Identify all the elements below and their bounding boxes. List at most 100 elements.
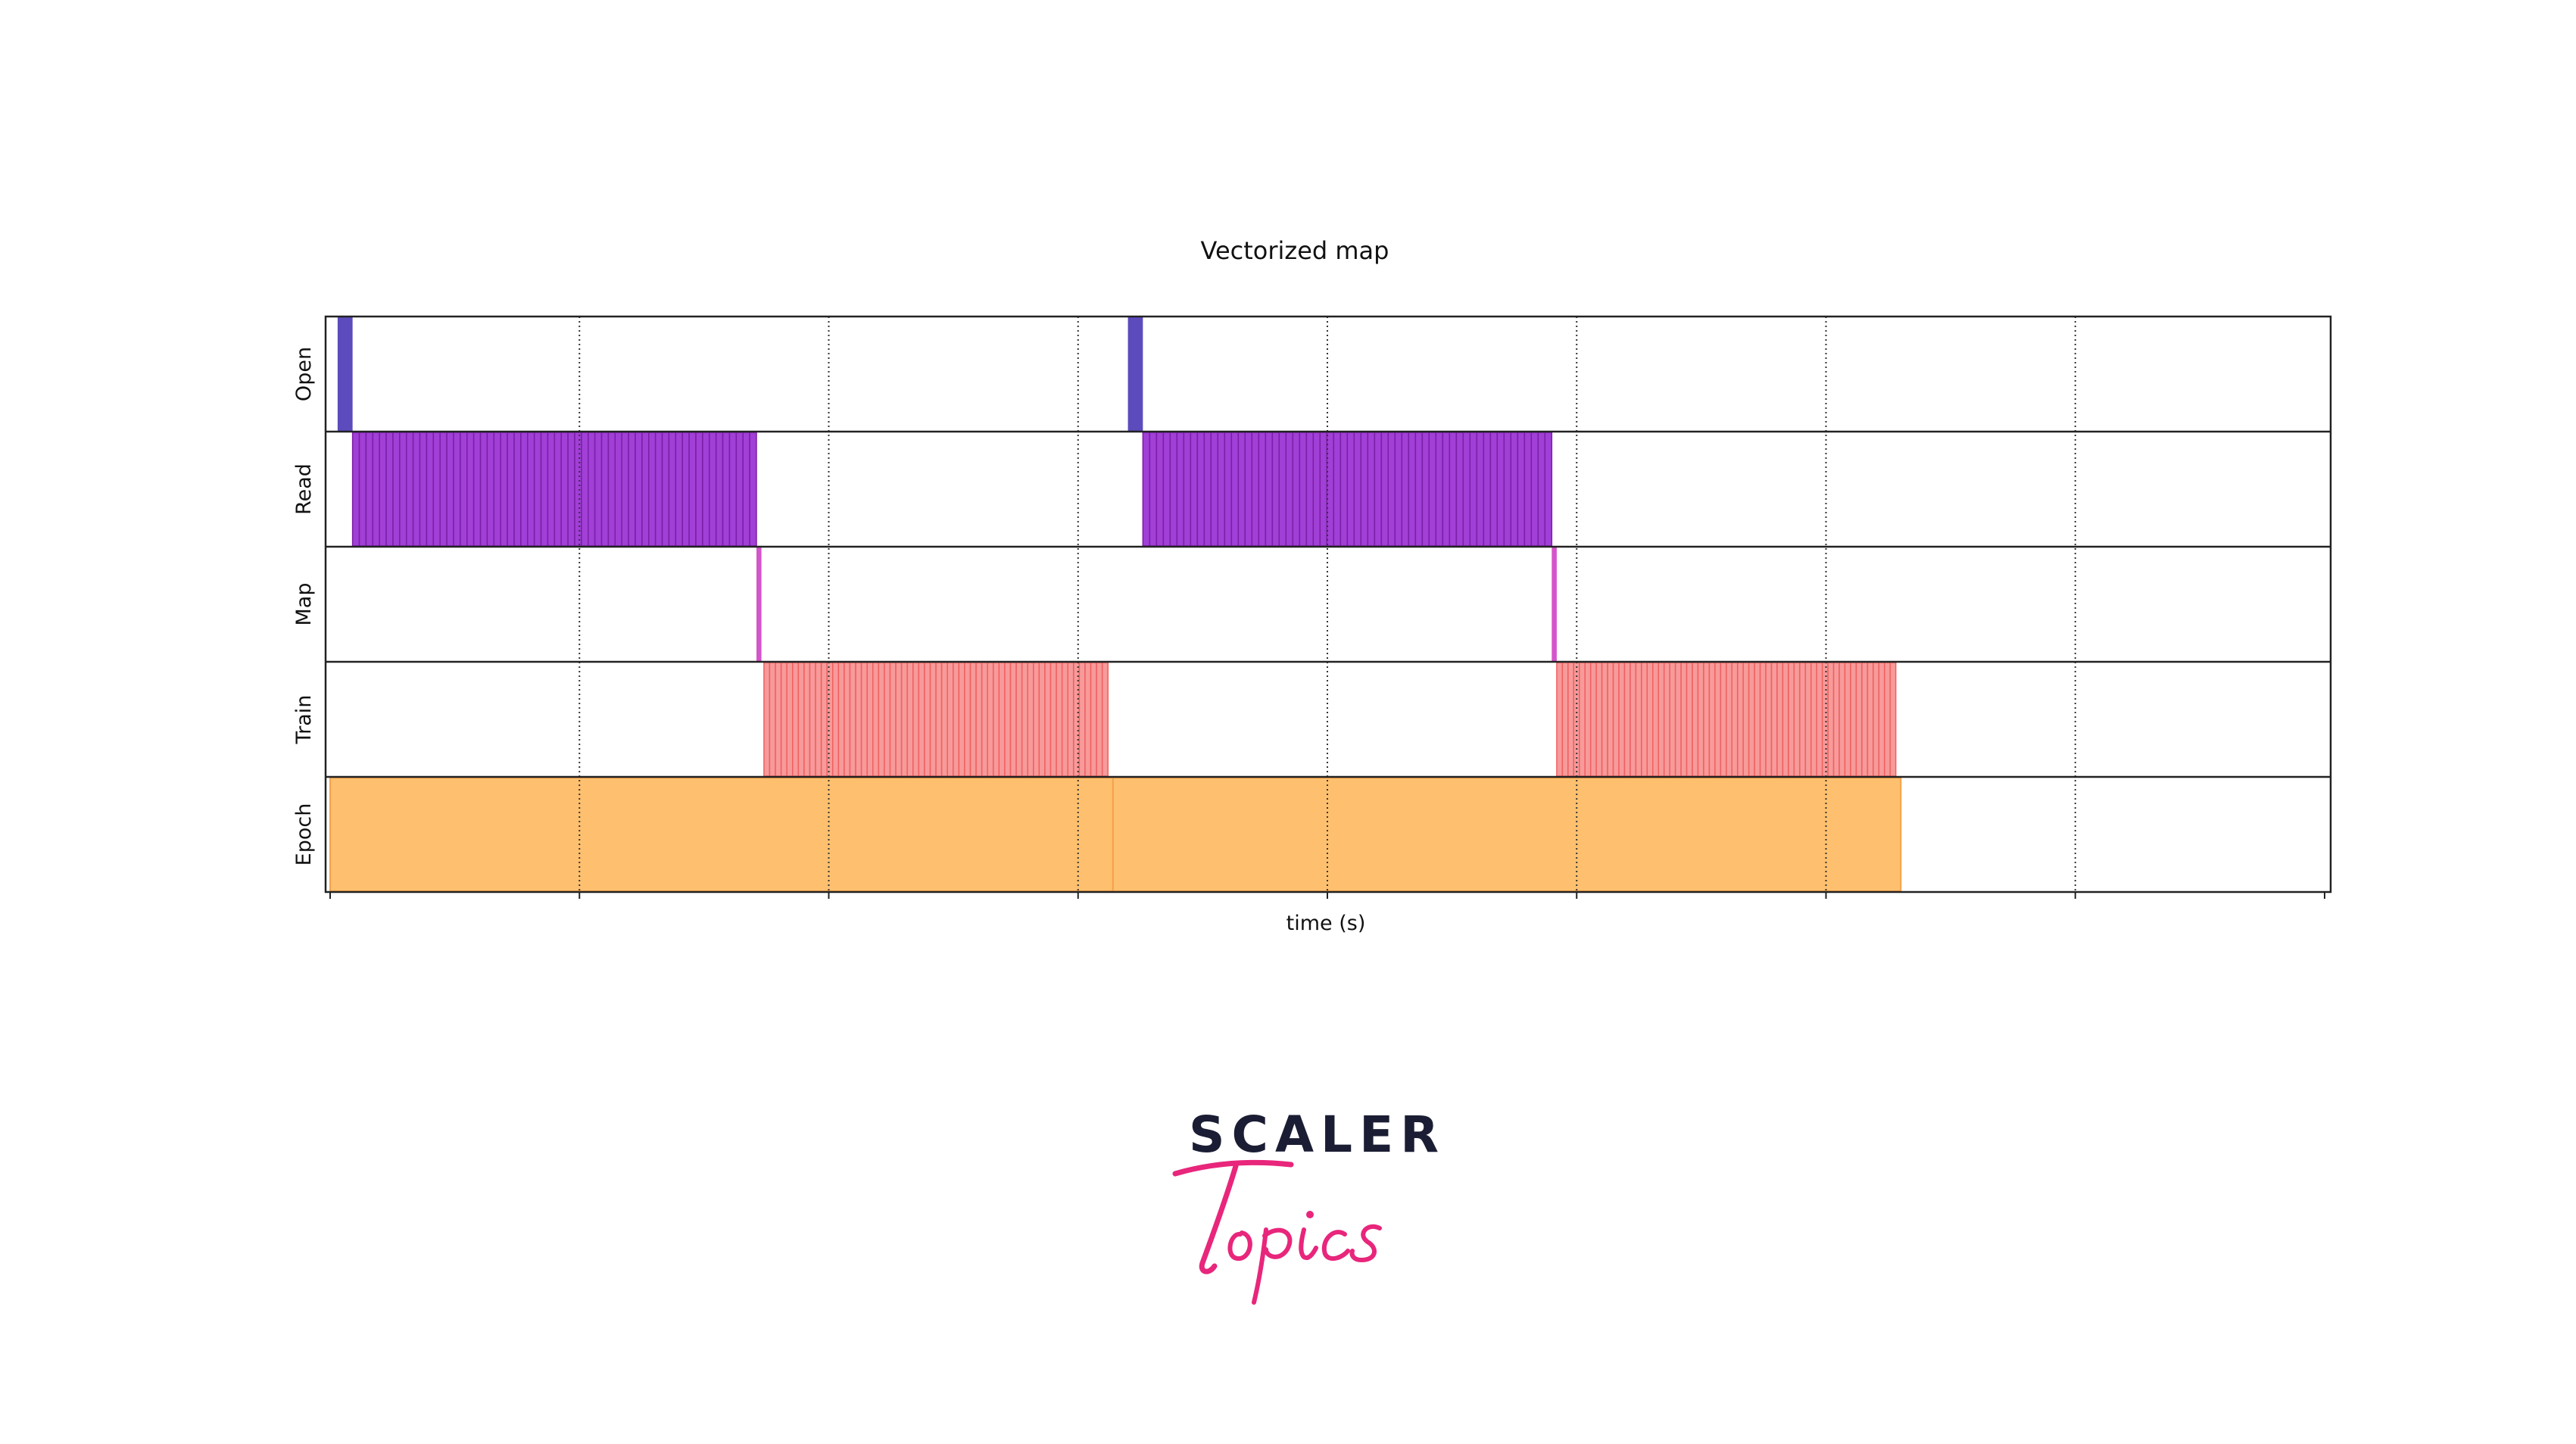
train-bar	[958, 662, 965, 777]
train-bar	[906, 662, 914, 777]
train-bar	[1867, 662, 1874, 777]
train-bar	[1669, 662, 1676, 777]
read-bar	[1537, 432, 1546, 547]
train-bar	[953, 662, 960, 777]
train-bar	[775, 662, 782, 777]
train-bar	[981, 662, 988, 777]
read-bar	[372, 432, 380, 547]
train-bar	[1726, 662, 1733, 777]
read-bar	[479, 432, 488, 547]
row-label-epoch: Epoch	[292, 803, 316, 866]
read-bar	[1210, 432, 1219, 547]
read-bar	[460, 432, 468, 547]
read-bar	[668, 432, 677, 547]
read-bar	[446, 432, 454, 547]
train-bar	[1573, 662, 1580, 777]
read-bar	[439, 432, 448, 547]
row-labels-layer: Open Read Map Train Epoch	[292, 347, 316, 865]
read-bar	[1442, 432, 1451, 547]
read-bar	[1530, 432, 1539, 547]
train-bar	[1692, 662, 1699, 777]
train-bar	[820, 662, 828, 777]
scaler-topics-logo: SCALER	[1166, 1106, 1439, 1310]
read-bar	[406, 432, 414, 547]
read-bar	[513, 432, 522, 547]
train-bar	[1708, 662, 1716, 777]
read-bar	[547, 432, 556, 547]
read-bar	[379, 432, 387, 547]
read-bar	[654, 432, 663, 547]
read-bar	[1244, 432, 1253, 547]
train-bar	[1832, 662, 1840, 777]
train-bar	[1567, 662, 1575, 777]
train-bar	[769, 662, 776, 777]
train-bar	[1618, 662, 1626, 777]
read-bar	[1435, 432, 1444, 547]
train-bar	[940, 662, 948, 777]
read-bar	[560, 432, 569, 547]
train-bar	[797, 662, 805, 777]
train-bar	[1703, 662, 1711, 777]
train-bar	[1821, 662, 1829, 777]
read-bar	[594, 432, 603, 547]
train-bar	[947, 662, 954, 777]
train-bar	[929, 662, 937, 777]
train-bar	[1861, 662, 1869, 777]
train-bar	[878, 662, 885, 777]
train-bar	[895, 662, 903, 777]
read-bar	[412, 432, 421, 547]
train-bar	[1084, 662, 1092, 777]
read-bar	[574, 432, 582, 547]
train-bar	[1561, 662, 1569, 777]
read-bar	[1190, 432, 1199, 547]
read-bar	[1196, 432, 1205, 547]
read-bar	[1230, 432, 1240, 547]
read-bar	[1367, 432, 1376, 547]
train-bar	[1629, 662, 1637, 777]
read-bar	[385, 432, 394, 547]
read-bar	[1155, 432, 1165, 547]
read-bar	[1299, 432, 1308, 547]
train-bar	[912, 662, 920, 777]
train-bar	[1015, 662, 1023, 777]
train-bar	[1623, 662, 1631, 777]
train-bar	[1680, 662, 1688, 777]
read-bar	[1353, 432, 1362, 547]
train-bar	[935, 662, 943, 777]
train-bar	[1765, 662, 1773, 777]
train-bar	[1782, 662, 1789, 777]
read-bar	[1510, 432, 1519, 547]
train-bar	[1004, 662, 1012, 777]
train-bar	[1556, 662, 1564, 777]
train-bar	[1731, 662, 1739, 777]
train-bar	[975, 662, 983, 777]
read-bar	[675, 432, 683, 547]
train-bar	[1038, 662, 1046, 777]
train-bar	[803, 662, 811, 777]
map-bar	[756, 547, 762, 661]
read-bar	[1292, 432, 1301, 547]
train-bar	[1674, 662, 1682, 777]
train-bar	[1009, 662, 1017, 777]
read-bar	[1162, 432, 1171, 547]
train-bar	[1884, 662, 1891, 777]
read-bar	[1414, 432, 1424, 547]
train-bar	[1646, 662, 1654, 777]
read-bar	[466, 432, 475, 547]
train-bar	[1101, 662, 1109, 777]
topics-script-logo	[1172, 1159, 1382, 1305]
read-bar	[432, 432, 441, 547]
train-bar	[837, 662, 845, 777]
train-bar	[1742, 662, 1750, 777]
train-bar	[1844, 662, 1851, 777]
read-bar	[500, 432, 508, 547]
train-bar	[1049, 662, 1057, 777]
read-bar	[1380, 432, 1389, 547]
train-bar	[998, 662, 1006, 777]
read-bar	[1217, 432, 1226, 547]
train-bar	[1652, 662, 1659, 777]
read-bar	[1176, 432, 1185, 547]
train-bar	[866, 662, 874, 777]
row-label-train: Train	[292, 695, 316, 745]
